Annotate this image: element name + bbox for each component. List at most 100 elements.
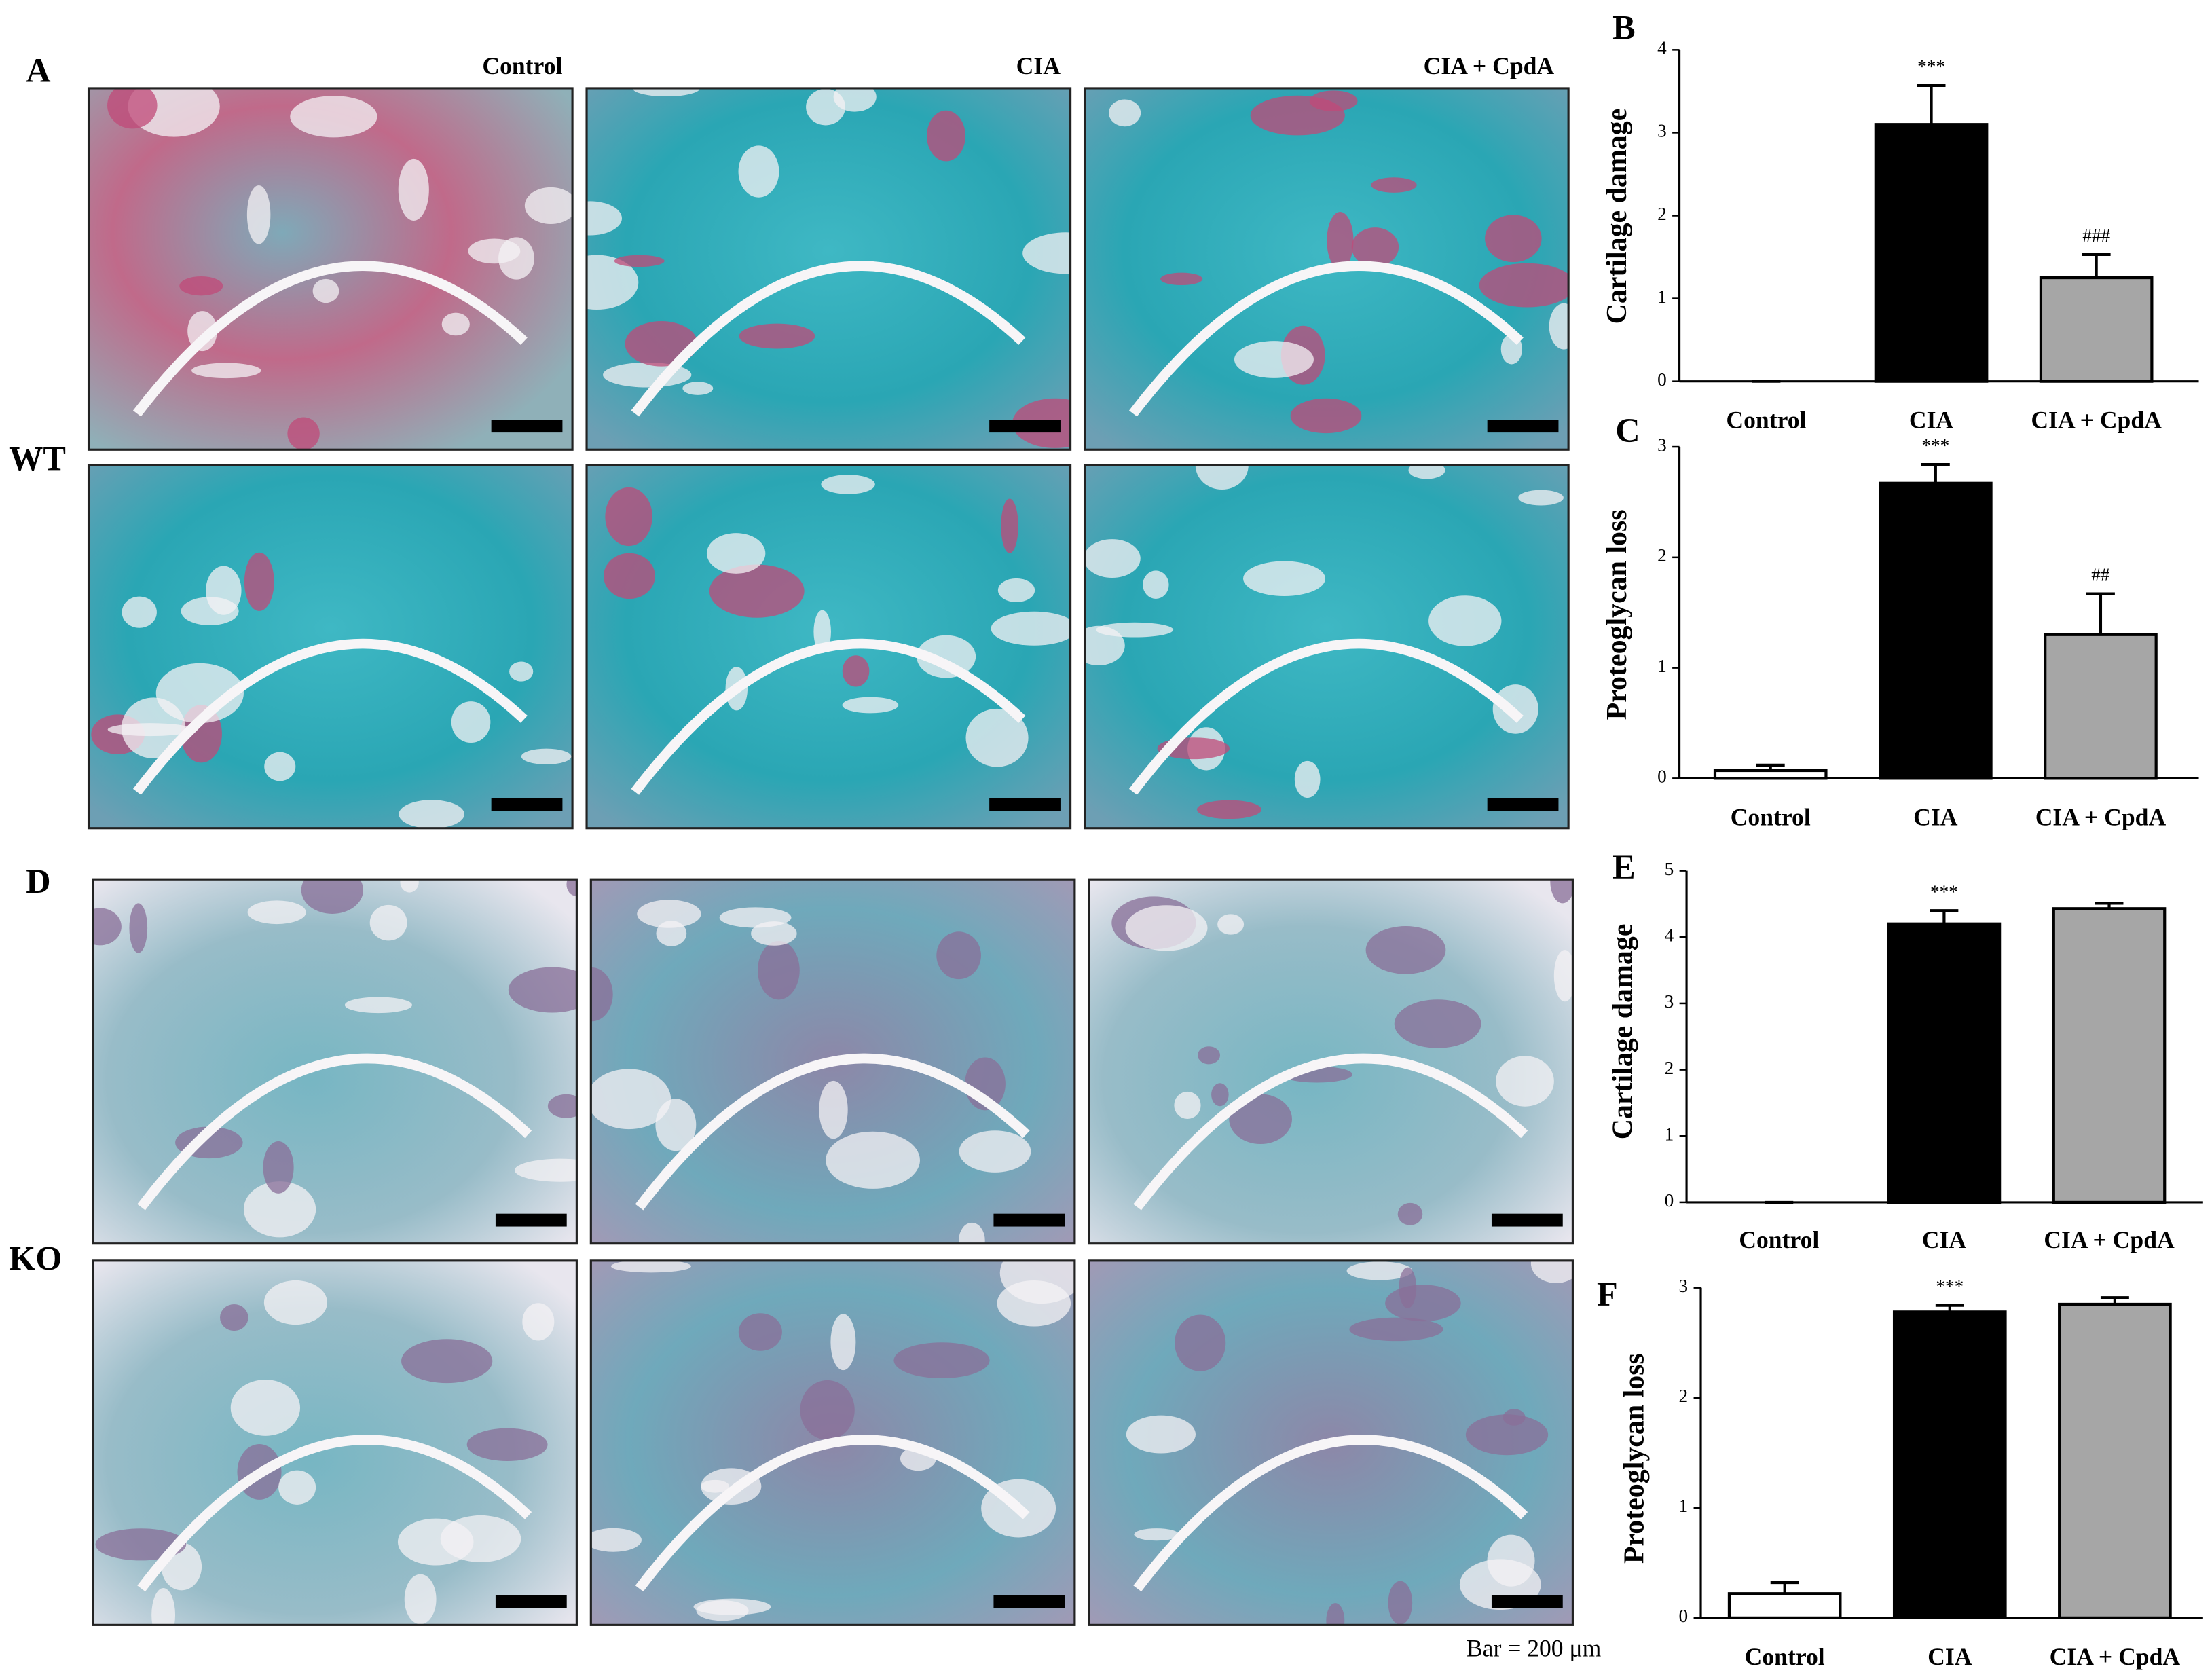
image-border [87, 87, 574, 451]
scale-bar [491, 798, 563, 811]
tissue-detail [1496, 1056, 1554, 1107]
scale-bar [989, 420, 1061, 433]
joint-space [1133, 1435, 1528, 1592]
tissue-detail [1234, 341, 1314, 378]
tissue-detail [696, 1600, 749, 1621]
scale-bar [1491, 1213, 1563, 1227]
tissue-detail [1351, 227, 1399, 267]
tissue-detail [398, 158, 429, 221]
tissue-detail [633, 88, 700, 97]
tissue-detail [1428, 595, 1502, 646]
histology-image [1084, 88, 1569, 450]
tissue-detail [263, 1280, 327, 1325]
histology-image [591, 1260, 1075, 1625]
y-tick-label: 2 [1657, 204, 1667, 224]
tissue-detail [610, 1260, 691, 1273]
image-border [589, 1259, 1076, 1626]
tissue-detail [441, 312, 470, 336]
tissue-detail [603, 553, 655, 599]
tissue-detail [936, 931, 981, 980]
tissue-detail [243, 1181, 316, 1238]
tissue-detail [1399, 1267, 1417, 1308]
tissue-detail [800, 1380, 855, 1440]
tissue-detail [466, 1428, 548, 1461]
tissue-detail [247, 900, 306, 925]
tissue-detail [1394, 999, 1481, 1048]
tissue-detail [1349, 1317, 1443, 1342]
image-border [92, 878, 578, 1245]
tissue-detail [264, 752, 296, 781]
joint-space [631, 638, 1026, 795]
histology-image [1088, 879, 1573, 1244]
tissue-detail [399, 800, 464, 828]
tissue-detail [1229, 1094, 1292, 1145]
y-tick-label: 1 [1679, 1496, 1689, 1516]
histology-image [591, 879, 1075, 1244]
tissue-detail [206, 566, 242, 615]
significance: ### [2082, 225, 2110, 246]
tissue-detail [521, 748, 572, 764]
tissue-detail [719, 907, 792, 928]
tissue-detail [401, 1339, 493, 1384]
column-header: Control [482, 52, 562, 79]
histology-image [92, 1260, 577, 1625]
tissue-detail [819, 1080, 848, 1139]
tissue-detail [591, 1069, 671, 1130]
tissue-detail [591, 967, 613, 1022]
tissue-detail [1294, 760, 1321, 798]
tissue-detail [1195, 465, 1249, 490]
tissue-detail [991, 611, 1071, 646]
tissue-detail [1134, 1528, 1179, 1541]
image-border [1088, 1259, 1574, 1626]
tissue-detail [287, 417, 320, 450]
tissue-detail [404, 1574, 437, 1625]
joint-space [1133, 1053, 1528, 1211]
tissue-detail [468, 238, 521, 264]
tissue-detail [1371, 177, 1417, 193]
image-border [589, 878, 1076, 1245]
significance: *** [1917, 56, 1945, 77]
bar [1887, 922, 2002, 1204]
y-tick-label: 3 [1665, 991, 1674, 1012]
significance: ## [2091, 565, 2110, 585]
tissue-detail [1174, 1091, 1201, 1120]
joint-space [137, 1435, 532, 1592]
tissue-detail [1485, 215, 1542, 263]
tissue-detail [244, 552, 274, 611]
tissue-detail [1365, 926, 1446, 974]
y-tick-label: 0 [1657, 369, 1667, 390]
tissue-detail [179, 276, 223, 296]
image-border [1083, 87, 1570, 451]
tissue-detail [400, 879, 419, 893]
y-tick-label: 0 [1679, 1606, 1689, 1626]
tissue-detail [1001, 498, 1018, 553]
y-tick-label: 0 [1665, 1190, 1674, 1211]
tissue-detail [959, 1222, 985, 1244]
bar [1874, 123, 1989, 383]
tissue-detail [1553, 950, 1573, 1002]
tissue-detail [842, 655, 870, 687]
tissue-detail [566, 879, 577, 896]
y-tick-label: 2 [1665, 1058, 1674, 1078]
x-tick-label: CIA [1928, 1643, 1972, 1670]
tissue-detail [1530, 1260, 1573, 1283]
tissue-detail [1346, 1261, 1413, 1280]
joint-space [132, 261, 528, 417]
tissue-detail [682, 382, 714, 395]
tissue-detail [738, 145, 779, 198]
tissue-detail [151, 1588, 176, 1625]
tissue-detail [509, 661, 534, 682]
tissue-detail [637, 900, 701, 928]
tissue-detail [758, 940, 800, 1000]
tissue-detail [369, 904, 407, 941]
scale-bar [1487, 798, 1559, 811]
tissue-detail [842, 697, 899, 714]
tissue-detail [927, 110, 965, 162]
joint-space [1128, 261, 1524, 417]
panel-label: D [26, 862, 50, 900]
tissue-detail [278, 1470, 316, 1505]
y-axis-title: Proteoglycan loss [1619, 1353, 1650, 1564]
tissue-detail [1022, 232, 1071, 274]
x-tick-label: Control [1726, 407, 1806, 434]
bar [1713, 769, 1828, 780]
